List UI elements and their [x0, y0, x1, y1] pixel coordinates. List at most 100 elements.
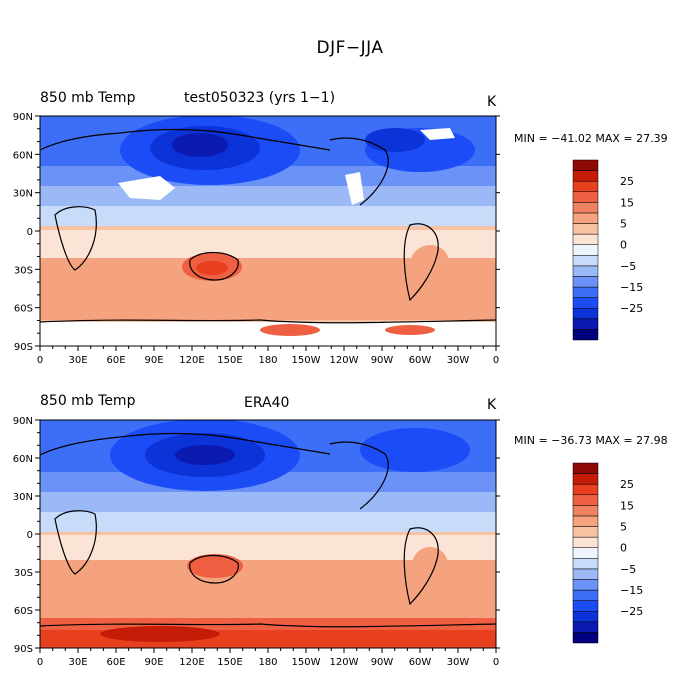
colorbar-swatch	[572, 318, 599, 330]
colorbar-label: −5	[620, 563, 636, 576]
x-tick-label: 90W	[371, 355, 394, 366]
x-tick-label: 30W	[447, 657, 470, 668]
colorbar-swatch	[572, 191, 599, 203]
colorbar-label: −15	[620, 584, 643, 597]
x-tick-label: 120W	[330, 657, 359, 668]
x-tick-label: 0	[493, 355, 499, 366]
colorbar-label: −5	[620, 260, 636, 273]
colorbar-swatch	[572, 589, 599, 601]
colorbar-swatch	[572, 276, 599, 288]
colorbar-swatch	[572, 329, 599, 341]
panel2-units-label: K	[487, 397, 497, 413]
y-tick-label: 30N	[13, 189, 33, 200]
x-tick-label: 180	[258, 657, 277, 668]
colorbar-swatch	[572, 621, 599, 633]
colorbar-swatch	[572, 307, 599, 320]
colorbar-swatch	[572, 180, 599, 193]
colorbar-swatch	[572, 286, 599, 298]
x-tick-label: 60E	[106, 657, 125, 668]
colorbar-label: 0	[620, 542, 627, 555]
colorbar-label: 5	[620, 521, 627, 534]
x-tick-label: 150W	[292, 657, 321, 668]
y-tick-label: 90N	[13, 112, 33, 123]
y-tick-label: 90S	[14, 342, 33, 353]
colorbar-label: 15	[620, 196, 634, 209]
colorbar-swatch	[572, 159, 599, 171]
coastlines	[40, 128, 496, 628]
y-tick-label: 60S	[14, 304, 33, 315]
panel1-left-title: 850 mb Temp	[40, 90, 136, 106]
panel2-center-title: ERA40	[244, 395, 290, 411]
y-tick-label: 60N	[13, 150, 33, 161]
figure-title: DJF−JJA	[316, 38, 384, 58]
x-tick-label: 30E	[68, 355, 87, 366]
colorbar-swatch	[572, 170, 599, 182]
y-tick-label: 90S	[14, 644, 33, 655]
x-tick-label: 180	[258, 355, 277, 366]
axis-ticks: 0 30E 60E 90E 120E 150E 180 150W 120W 90W 60W 30W 09…	[13, 112, 500, 668]
panel1-minmax-label: MIN = −41.02 MAX = 27.39	[514, 132, 668, 145]
colorbar-swatch	[572, 255, 599, 267]
colorbar-label: 15	[620, 499, 634, 512]
y-tick-label: 0	[27, 530, 33, 541]
colorbar-swatch	[572, 244, 599, 256]
x-tick-label: 60W	[409, 355, 432, 366]
x-tick-label: 0	[37, 355, 43, 366]
colorbar-swatch	[572, 233, 599, 245]
panel1-center-title: test050323 (yrs 1−1)	[184, 90, 336, 106]
y-tick-label: 90N	[13, 416, 33, 427]
x-tick-label: 150E	[217, 657, 242, 668]
colorbar-swatch	[572, 536, 599, 548]
colorbar-swatch	[572, 579, 599, 591]
x-tick-label: 150E	[217, 355, 242, 366]
colorbar-swatch	[572, 223, 599, 235]
colorbar-swatch	[572, 526, 599, 538]
x-tick-label: 30W	[447, 355, 470, 366]
colorbar-label: −25	[620, 302, 643, 315]
colorbar-swatch	[572, 632, 599, 644]
x-tick-label: 120W	[330, 355, 359, 366]
x-tick-label: 30E	[68, 657, 87, 668]
y-tick-label: 30N	[13, 492, 33, 503]
y-tick-label: 60N	[13, 454, 33, 465]
panel2-minmax-label: MIN = −36.73 MAX = 27.98	[514, 434, 668, 447]
panel2-temperature-field	[40, 420, 496, 648]
y-tick-label: 30S	[14, 265, 33, 276]
colorbar-swatch	[572, 462, 599, 474]
colorbar-swatch	[572, 297, 599, 309]
panel1-temperature-field	[40, 116, 496, 346]
colorbar-swatch	[572, 558, 599, 570]
colorbar-swatch	[572, 568, 599, 580]
colorbar-swatch	[572, 515, 599, 527]
panel2-left-title: 850 mb Temp	[40, 393, 136, 409]
x-tick-label: 150W	[292, 355, 321, 366]
x-tick-label: 90E	[144, 657, 163, 668]
x-tick-label: 90W	[371, 657, 394, 668]
x-tick-label: 120E	[179, 657, 204, 668]
colorbar-label: 0	[620, 239, 627, 252]
colorbar-swatch	[572, 600, 599, 612]
colorbar-swatch	[572, 483, 599, 496]
colorbar-swatch	[572, 547, 599, 559]
x-tick-label: 0	[493, 657, 499, 668]
colorbar-label: −25	[620, 605, 643, 618]
colorbar-swatch	[572, 473, 599, 485]
colorbars: 25 15 5 0 −5 −15 −25 25 15 5 0 −5 −15 −25	[572, 159, 643, 644]
x-tick-label: 60W	[409, 657, 432, 668]
colorbar-swatch	[572, 212, 599, 224]
colorbar-label: 25	[620, 478, 634, 491]
colorbar-swatch	[572, 202, 599, 214]
colorbar-swatch	[572, 505, 599, 517]
panel1-units-label: K	[487, 94, 497, 110]
x-tick-label: 60E	[106, 355, 125, 366]
x-tick-label: 0	[37, 657, 43, 668]
colorbar-swatch	[572, 494, 599, 506]
colorbar-label: 5	[620, 218, 627, 231]
x-tick-label: 90E	[144, 355, 163, 366]
y-tick-label: 0	[27, 227, 33, 238]
x-tick-label: 120E	[179, 355, 204, 366]
y-tick-label: 60S	[14, 606, 33, 617]
colorbar-label: 25	[620, 175, 634, 188]
colorbar-swatch	[572, 265, 599, 277]
colorbar-swatch	[572, 610, 599, 623]
